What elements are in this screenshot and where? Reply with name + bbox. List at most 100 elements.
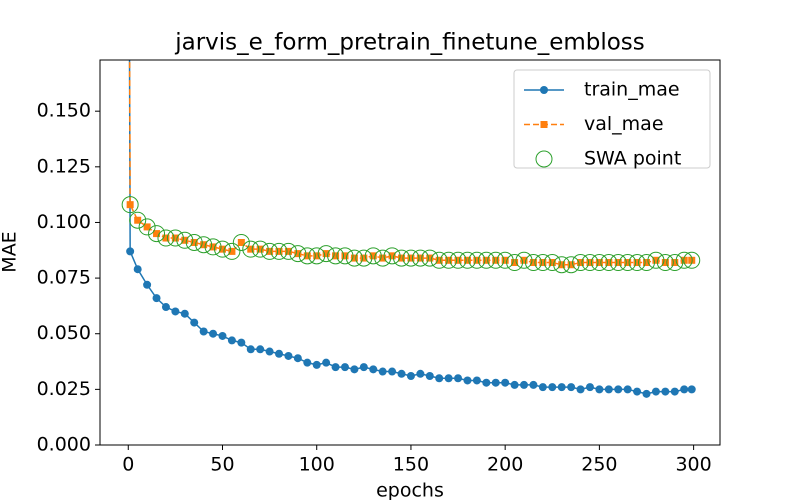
- marker: [223, 242, 241, 260]
- marker: [524, 254, 542, 272]
- marker: [440, 251, 458, 269]
- marker: [477, 251, 495, 269]
- marker: [548, 259, 556, 267]
- marker: [647, 251, 665, 269]
- marker: [671, 259, 679, 267]
- marker: [515, 251, 533, 269]
- marker: [614, 259, 622, 267]
- marker: [562, 256, 580, 274]
- marker: [619, 254, 637, 272]
- marker: [656, 254, 674, 272]
- marker: [336, 247, 354, 265]
- marker: [360, 254, 368, 262]
- y-tick-label: 0.050: [37, 322, 91, 344]
- marker: [303, 358, 312, 367]
- marker: [633, 387, 642, 396]
- marker: [227, 336, 236, 345]
- marker: [538, 383, 547, 392]
- marker: [628, 254, 646, 272]
- plot-area: [121, 60, 701, 398]
- marker: [661, 387, 670, 396]
- marker: [557, 383, 566, 392]
- marker: [425, 372, 434, 381]
- legend-marker: [540, 86, 548, 94]
- y-tick-label: 0.100: [37, 211, 91, 233]
- marker: [298, 247, 316, 265]
- marker: [256, 345, 265, 354]
- y-tick-label: 0.125: [37, 155, 91, 177]
- y-tick-label: 0.150: [37, 100, 91, 122]
- marker: [445, 256, 453, 264]
- marker: [190, 238, 198, 246]
- marker: [355, 249, 373, 267]
- marker: [317, 245, 335, 263]
- marker: [572, 254, 590, 272]
- marker: [176, 231, 194, 249]
- marker: [161, 303, 170, 312]
- marker: [585, 383, 594, 392]
- marker: [468, 251, 486, 269]
- marker: [308, 247, 326, 265]
- marker: [520, 380, 529, 389]
- marker: [510, 380, 519, 389]
- marker: [435, 256, 443, 264]
- marker: [506, 254, 524, 272]
- marker: [604, 385, 613, 394]
- y-axis-label: MAE: [0, 231, 21, 272]
- marker: [426, 254, 434, 262]
- marker: [204, 238, 222, 256]
- marker: [129, 211, 147, 229]
- marker: [383, 247, 401, 265]
- marker: [275, 349, 284, 358]
- marker: [378, 367, 387, 376]
- y-tick-label: 0.075: [37, 267, 91, 289]
- marker: [279, 242, 297, 260]
- marker: [581, 254, 599, 272]
- marker: [247, 245, 255, 253]
- marker: [449, 251, 467, 269]
- marker: [261, 242, 279, 260]
- marker: [180, 309, 189, 318]
- marker: [643, 259, 651, 267]
- marker: [393, 249, 411, 267]
- marker: [312, 360, 321, 369]
- x-tick-label: 200: [487, 454, 523, 476]
- marker: [133, 265, 142, 274]
- marker: [162, 234, 170, 242]
- marker: [171, 307, 180, 316]
- marker: [350, 254, 358, 262]
- marker: [609, 254, 627, 272]
- marker: [534, 254, 552, 272]
- marker: [463, 376, 472, 385]
- x-tick-label: 0: [122, 454, 134, 476]
- marker: [284, 351, 293, 360]
- marker: [605, 259, 613, 267]
- marker: [153, 230, 161, 238]
- marker: [548, 383, 557, 392]
- marker: [284, 247, 292, 255]
- legend-marker: [540, 121, 548, 128]
- marker: [397, 369, 406, 378]
- marker: [402, 249, 420, 267]
- marker: [195, 236, 213, 254]
- marker: [529, 380, 538, 389]
- marker: [242, 240, 260, 258]
- marker: [491, 378, 500, 387]
- marker: [567, 261, 575, 269]
- marker: [472, 376, 481, 385]
- marker: [511, 259, 519, 267]
- marker: [228, 247, 236, 255]
- marker: [340, 363, 349, 372]
- marker: [181, 236, 189, 244]
- marker: [680, 385, 689, 394]
- marker: [134, 216, 142, 224]
- marker: [126, 247, 135, 256]
- marker: [501, 256, 509, 264]
- marker: [624, 259, 632, 267]
- marker: [553, 256, 571, 274]
- marker: [209, 329, 218, 338]
- marker: [265, 347, 274, 356]
- marker: [576, 385, 585, 394]
- marker: [687, 385, 696, 394]
- axes-frame: [99, 59, 721, 446]
